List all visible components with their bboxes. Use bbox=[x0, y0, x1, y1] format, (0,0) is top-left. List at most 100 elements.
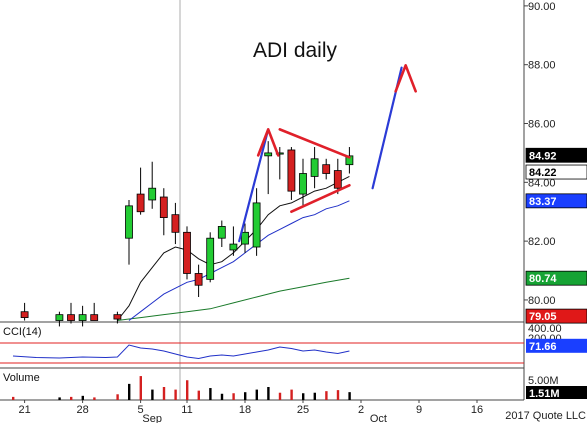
candle bbox=[299, 158, 307, 206]
volume-bar bbox=[255, 389, 258, 400]
candle-body bbox=[333, 170, 342, 189]
price-badge-box bbox=[525, 147, 587, 163]
candle-body bbox=[159, 196, 168, 219]
cci-current-badge: 71.66 bbox=[526, 338, 587, 353]
date-tick-label: 21 bbox=[18, 404, 30, 416]
candle-body bbox=[322, 164, 331, 174]
candle bbox=[310, 147, 319, 189]
candle bbox=[67, 302, 75, 324]
month-label: Sep bbox=[142, 413, 162, 423]
candle bbox=[125, 199, 133, 265]
volume-bar bbox=[290, 389, 293, 400]
candle bbox=[113, 311, 122, 324]
candle bbox=[345, 147, 354, 174]
candle-body bbox=[206, 237, 215, 280]
date-tick-label: 9 bbox=[416, 404, 422, 416]
triangle-lower-trendline bbox=[290, 183, 351, 214]
date-tick-label: 25 bbox=[297, 404, 309, 416]
volume-bar bbox=[336, 390, 340, 400]
candle-body bbox=[20, 311, 29, 318]
volume-bar bbox=[325, 391, 328, 400]
candlestick-layer bbox=[20, 141, 354, 327]
date-tick-label: 5 bbox=[138, 404, 144, 416]
volume-bar bbox=[220, 393, 224, 400]
candle-body bbox=[67, 314, 75, 321]
cci-current-label: 71.66 bbox=[529, 341, 557, 353]
candle bbox=[287, 147, 296, 200]
date-tick-label: 2 bbox=[358, 404, 364, 416]
candle bbox=[206, 232, 215, 283]
price-badge-box bbox=[525, 308, 587, 324]
candle bbox=[55, 311, 64, 327]
price-tick-label: 84.00 bbox=[528, 177, 556, 189]
volume-current-badge: 1.51M bbox=[526, 386, 587, 400]
volume-current-label: 1.51M bbox=[529, 388, 560, 400]
price-tick-label: 80.00 bbox=[528, 295, 556, 307]
candle-body bbox=[252, 202, 261, 248]
candle bbox=[264, 141, 273, 195]
date-tick-label: 18 bbox=[239, 404, 251, 416]
price-badge-box bbox=[525, 270, 587, 286]
candle bbox=[322, 158, 331, 180]
volume-bar bbox=[302, 393, 305, 400]
date-tick-label: 11 bbox=[181, 404, 192, 416]
date-tick-label: 28 bbox=[76, 404, 88, 416]
price-badge: 84.22 bbox=[525, 164, 587, 180]
candle-body bbox=[136, 193, 145, 213]
candle bbox=[333, 158, 342, 195]
candle-body bbox=[241, 231, 249, 245]
volume-current-box bbox=[526, 386, 587, 399]
candle bbox=[194, 264, 203, 298]
candle-body bbox=[148, 187, 157, 201]
price-badge-box bbox=[525, 164, 587, 180]
annotation-layer bbox=[238, 63, 417, 243]
volume-bar bbox=[139, 376, 142, 400]
volume-bar bbox=[197, 390, 200, 400]
candle-body bbox=[194, 273, 203, 286]
candle-body bbox=[217, 226, 226, 239]
volume-bar bbox=[58, 397, 61, 400]
price-badge-label: 83.37 bbox=[529, 196, 557, 208]
price-badge: 84.92 bbox=[525, 147, 587, 163]
volume-bar bbox=[186, 380, 189, 400]
volume-bar bbox=[128, 383, 131, 400]
price-axis: 80.00 82.00 84.00 86.00 88.00 90.00 84.92 84.22… bbox=[524, 1, 587, 400]
price-badge-box bbox=[525, 193, 587, 209]
volume-bar bbox=[348, 392, 351, 400]
volume-bar bbox=[116, 394, 119, 400]
volume-bar bbox=[313, 392, 316, 400]
ma-mid-line bbox=[128, 200, 350, 321]
cci-current-box bbox=[526, 338, 587, 353]
candle bbox=[136, 167, 145, 215]
volume-bar bbox=[93, 397, 96, 400]
candle bbox=[159, 188, 168, 236]
volume-bar bbox=[174, 389, 177, 400]
volume-label: Volume bbox=[3, 372, 40, 384]
breakout-arrow-1-line bbox=[238, 128, 270, 243]
price-tick-label: 88.00 bbox=[528, 60, 556, 72]
candle bbox=[78, 305, 87, 327]
price-badge: 83.37 bbox=[525, 193, 587, 209]
price-badge: 79.05 bbox=[525, 308, 587, 324]
candle bbox=[241, 223, 249, 253]
candle-body bbox=[310, 158, 319, 177]
candle bbox=[229, 226, 238, 256]
candle-body bbox=[55, 314, 64, 321]
volume-bar bbox=[267, 387, 270, 400]
price-badge: 80.74 bbox=[525, 270, 587, 286]
cci-panel bbox=[12, 344, 350, 360]
breakout-arrow-2-head bbox=[394, 63, 417, 93]
volume-bar bbox=[70, 396, 73, 400]
volume-bar bbox=[278, 392, 282, 400]
candle-body bbox=[345, 155, 354, 166]
volume-bar bbox=[151, 389, 154, 400]
volume-max-label: 5.00M bbox=[528, 375, 559, 387]
candle bbox=[252, 188, 261, 256]
candle bbox=[90, 302, 99, 321]
candle-body bbox=[299, 173, 307, 195]
breakout-arrow-1-head bbox=[256, 128, 280, 157]
price-badge-label: 79.05 bbox=[529, 311, 557, 323]
volume-bar bbox=[12, 396, 15, 400]
copyright: 2017 Quote LLC bbox=[505, 410, 586, 422]
